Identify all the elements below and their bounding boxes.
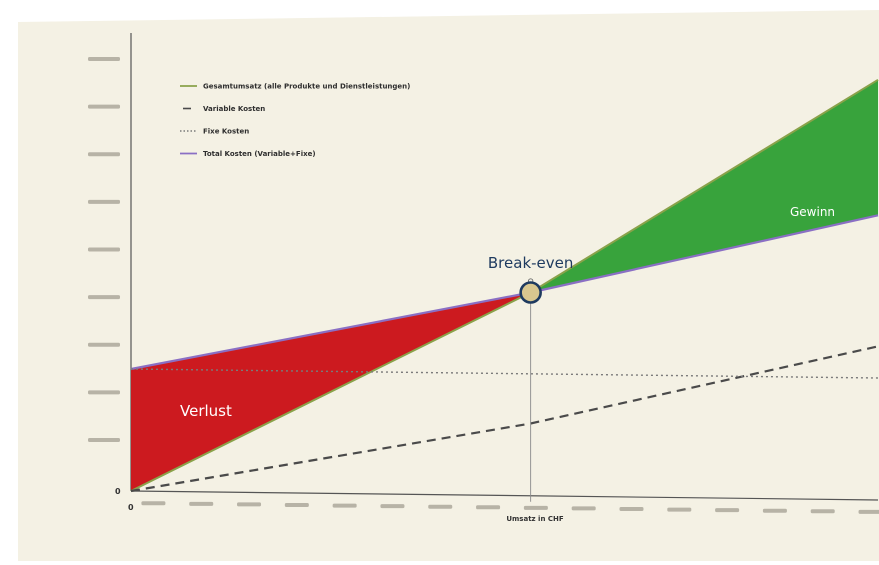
x-tick-mark (810, 509, 835, 514)
x-tick-mark (523, 505, 548, 510)
profit-label: Gewinn (790, 205, 835, 219)
x-tick-mark (619, 507, 644, 512)
y-tick-mark (88, 295, 120, 300)
legend-label: Gesamtumsatz (alle Produkte und Dienstle… (203, 83, 410, 91)
x-axis-label: Umsatz in CHF (506, 515, 564, 523)
x-tick-mark (858, 509, 879, 514)
x-axis (130, 490, 879, 501)
y-tick-mark (88, 57, 120, 61)
y-zero-label: 0 (115, 487, 121, 496)
x-tick-mark (189, 501, 214, 506)
y-tick-marks (88, 57, 120, 442)
x-tick-mark (332, 503, 357, 508)
x-tick-mark (428, 504, 453, 509)
x-tick-mark (284, 502, 309, 507)
legend-label: Total Kosten (Variable+Fixe) (203, 150, 316, 158)
x-zero-label: 0 (128, 503, 134, 512)
y-tick-mark (88, 199, 120, 204)
profit-area (530, 79, 878, 293)
break-even-marker (519, 281, 542, 304)
legend-item-total-cost: Total Kosten (Variable+Fixe) (180, 150, 316, 158)
legend-label: Variable Kosten (203, 105, 265, 113)
loss-label: Verlust (180, 402, 232, 420)
x-tick-mark (571, 506, 596, 511)
legend-item-revenue: Gesamtumsatz (alle Produkte und Dienstle… (180, 83, 410, 91)
x-tick-mark (237, 502, 262, 507)
y-tick-mark (88, 152, 120, 157)
x-tick-mark (715, 508, 740, 513)
y-tick-mark (88, 104, 120, 109)
y-tick-mark (88, 438, 120, 442)
y-tick-mark (88, 247, 120, 252)
legend-item-variable-cost: Variable Kosten (183, 105, 265, 113)
x-tick-mark (141, 501, 166, 506)
y-tick-mark (88, 342, 120, 347)
x-tick-marks (141, 501, 879, 514)
legend-item-fixed-cost: Fixe Kosten (180, 128, 249, 136)
x-tick-mark (476, 505, 501, 510)
x-tick-mark (762, 508, 787, 513)
y-tick-mark (88, 390, 120, 395)
break-even-label: Break-even (488, 254, 574, 272)
x-tick-mark (667, 507, 692, 512)
x-tick-mark (380, 504, 405, 509)
legend: Gesamtumsatz (alle Produkte und Dienstle… (180, 83, 410, 158)
legend-label: Fixe Kosten (203, 128, 249, 136)
